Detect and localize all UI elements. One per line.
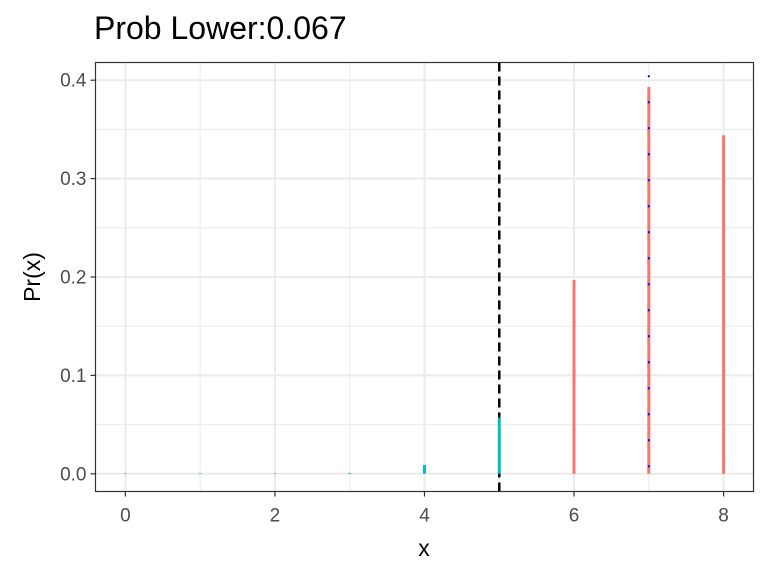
bar bbox=[273, 473, 277, 474]
y-tick-label: 0.4 bbox=[60, 71, 87, 92]
y-tick-label: 0.3 bbox=[60, 169, 86, 190]
chart-title: Prob Lower:0.067 bbox=[94, 10, 347, 46]
x-tick-label: 6 bbox=[569, 506, 580, 527]
y-tick-label: 0.0 bbox=[60, 464, 86, 485]
bar bbox=[123, 473, 127, 474]
bar bbox=[198, 473, 202, 474]
bar bbox=[647, 87, 651, 474]
x-tick-label: 4 bbox=[419, 506, 430, 527]
bars bbox=[123, 87, 726, 474]
bar bbox=[722, 135, 726, 474]
bar bbox=[572, 279, 576, 474]
y-axis-title: Pr(x) bbox=[19, 252, 45, 302]
x-tick-label: 2 bbox=[270, 506, 281, 527]
x-tick-label: 0 bbox=[120, 506, 131, 527]
y-tick-label: 0.2 bbox=[60, 268, 86, 289]
bar bbox=[348, 472, 352, 474]
bar bbox=[497, 417, 501, 474]
y-tick-label: 0.1 bbox=[60, 366, 86, 387]
x-axis-title: x bbox=[418, 535, 430, 561]
axis-ticks bbox=[90, 79, 725, 497]
x-tick-label: 8 bbox=[718, 506, 729, 527]
bar bbox=[423, 464, 426, 474]
tick-labels: 0 2 4 6 8 0.0 0.1 0.2 0.3 0.4 bbox=[60, 71, 729, 527]
